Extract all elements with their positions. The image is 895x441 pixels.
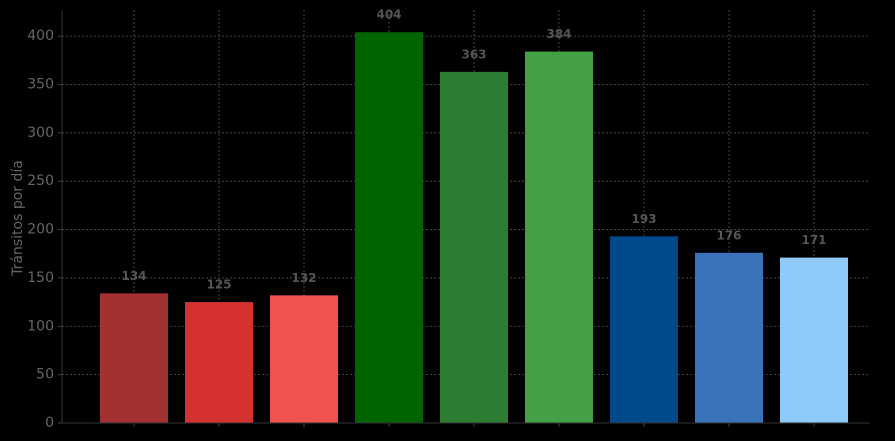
bar (100, 293, 168, 423)
value-label: 132 (291, 271, 316, 285)
bar (185, 302, 253, 423)
y-tick-label: 400 (27, 28, 54, 44)
value-label: 384 (546, 27, 571, 41)
y-tick-label: 50 (36, 367, 54, 383)
bar (695, 252, 763, 423)
y-axis-label: Tránsitos por día (10, 160, 26, 277)
value-label: 363 (461, 47, 486, 61)
y-tick-label: 100 (27, 318, 54, 334)
bar (525, 51, 593, 424)
y-tick-label: 150 (27, 270, 54, 286)
bar (355, 32, 423, 423)
value-label: 125 (206, 278, 231, 292)
y-tick-label: 200 (27, 222, 54, 238)
y-tick-label: 300 (27, 125, 54, 141)
bar (610, 236, 678, 423)
value-label: 176 (716, 228, 741, 242)
value-label: 193 (631, 212, 656, 226)
value-label: 171 (801, 233, 826, 247)
y-tick-label: 0 (45, 415, 54, 431)
y-tick-label: 350 (27, 76, 54, 92)
bar (440, 71, 508, 423)
y-tick-label: 250 (27, 173, 54, 189)
value-label: 134 (121, 269, 146, 283)
value-label: 404 (376, 8, 401, 22)
bar (270, 295, 338, 423)
bar (780, 257, 848, 423)
